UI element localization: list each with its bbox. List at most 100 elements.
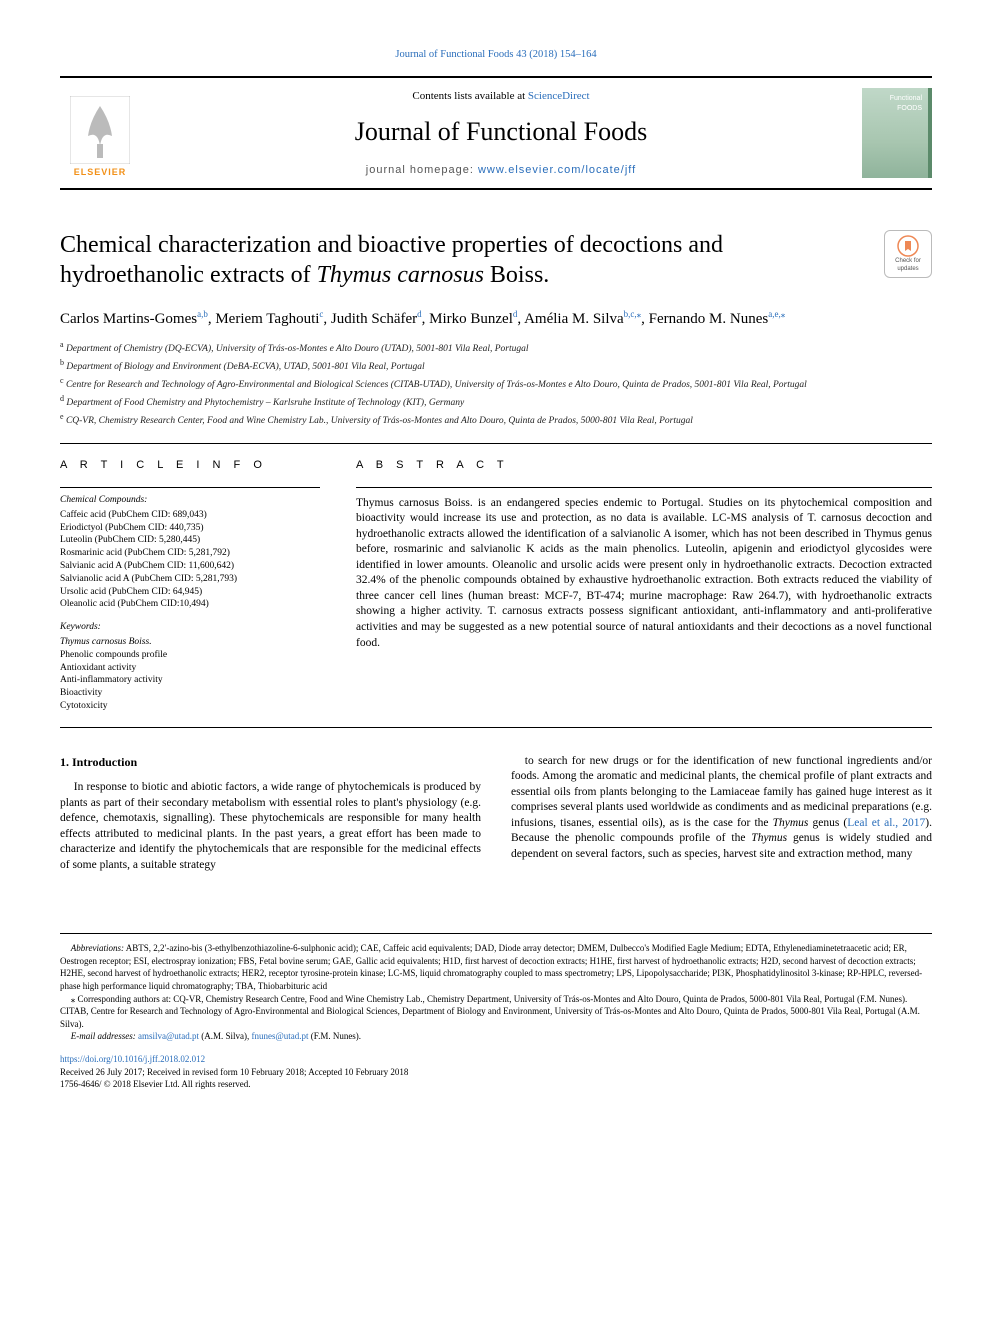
kw-0: Thymus carnosus Boiss. bbox=[60, 636, 320, 649]
copyright-line: 1756-4646/ © 2018 Elsevier Ltd. All righ… bbox=[60, 1078, 932, 1091]
check-updates-label: Check for updates bbox=[885, 257, 931, 273]
author-3: Mirko Bunzel bbox=[429, 311, 513, 327]
article-info-column: A R T I C L E I N F O Chemical Compounds… bbox=[60, 458, 320, 713]
ref-leal-2017[interactable]: Leal et al., 2017 bbox=[847, 817, 925, 829]
journal-name: Journal of Functional Foods bbox=[160, 114, 842, 149]
abbrev-label: Abbreviations: bbox=[71, 943, 124, 953]
intro-para-1: In response to biotic and abiotic factor… bbox=[60, 780, 481, 873]
email-2-who: (F.M. Nunes). bbox=[309, 1031, 362, 1041]
abstract-heading: A B S T R A C T bbox=[356, 458, 932, 473]
elsevier-brand-text: ELSEVIER bbox=[74, 166, 127, 178]
chem-6: Ursolic acid (PubChem CID: 64,945) bbox=[60, 586, 320, 599]
affil-a-text: Department of Chemistry (DQ-ECVA), Unive… bbox=[66, 345, 529, 355]
affil-e: e CQ-VR, Chemistry Research Center, Food… bbox=[60, 411, 932, 429]
masthead: ELSEVIER Contents lists available at Sci… bbox=[60, 76, 932, 190]
doi-block: https://doi.org/10.1016/j.jff.2018.02.01… bbox=[60, 1053, 932, 1091]
kw-3: Anti-inflammatory activity bbox=[60, 674, 320, 687]
author-3-sup: d bbox=[513, 309, 518, 319]
abstract-column: A B S T R A C T Thymus carnosus Boiss. i… bbox=[356, 458, 932, 713]
author-4: Amélia M. Silva bbox=[524, 311, 624, 327]
affil-d: d Department of Food Chemistry and Phyto… bbox=[60, 393, 932, 411]
rule-below-abstract bbox=[60, 727, 932, 728]
keywords-heading: Keywords: bbox=[60, 621, 320, 634]
chem-7: Oleanolic acid (PubChem CID:10,494) bbox=[60, 598, 320, 611]
affil-b-sup: b bbox=[60, 358, 64, 367]
author-0-sup: a,b bbox=[197, 309, 208, 319]
affiliations: a Department of Chemistry (DQ-ECVA), Uni… bbox=[60, 339, 932, 429]
author-0: Carlos Martins-Gomes bbox=[60, 311, 197, 327]
intro-p2-ital2: Thymus bbox=[751, 832, 787, 844]
intro-para-2: to search for new drugs or for the ident… bbox=[511, 754, 932, 863]
author-5-sup: a,e,⁎ bbox=[768, 309, 785, 319]
corr-text: Corresponding authors at: CQ-VR, Chemist… bbox=[60, 994, 920, 1029]
rule-above-abstract bbox=[60, 443, 932, 444]
author-5: Fernando M. Nunes bbox=[649, 311, 769, 327]
affil-a-sup: a bbox=[60, 340, 64, 349]
affil-c-text: Centre for Research and Technology of Ag… bbox=[66, 380, 807, 390]
affil-e-text: CQ-VR, Chemistry Research Center, Food a… bbox=[66, 416, 693, 426]
check-for-updates-badge[interactable]: Check for updates bbox=[884, 230, 932, 278]
footer-block: Abbreviations: ABTS, 2,2′-azino-bis (3-e… bbox=[60, 933, 932, 1043]
author-4-sup: b,c,⁎ bbox=[624, 309, 642, 319]
kw-5: Cytotoxicity bbox=[60, 700, 320, 713]
affil-c: c Centre for Research and Technology of … bbox=[60, 375, 932, 393]
homepage-line: journal homepage: www.elsevier.com/locat… bbox=[160, 163, 842, 178]
cover-caption-bottom: FOODS bbox=[897, 105, 922, 112]
chem-5: Salvianolic acid A (PubChem CID: 5,281,7… bbox=[60, 573, 320, 586]
chem-2: Luteolin (PubChem CID: 5,280,445) bbox=[60, 534, 320, 547]
homepage-prefix: journal homepage: bbox=[366, 164, 478, 176]
contents-prefix: Contents lists available at bbox=[412, 90, 527, 102]
intro-p2-b: genus ( bbox=[808, 817, 847, 829]
affil-b-text: Department of Biology and Environment (D… bbox=[66, 363, 424, 373]
masthead-center: Contents lists available at ScienceDirec… bbox=[160, 89, 842, 178]
author-2: Judith Schäfer bbox=[331, 311, 417, 327]
chemical-compounds-list: Caffeic acid (PubChem CID: 689,043) Erio… bbox=[60, 509, 320, 612]
homepage-link[interactable]: www.elsevier.com/locate/jff bbox=[478, 164, 636, 176]
chem-0: Caffeic acid (PubChem CID: 689,043) bbox=[60, 509, 320, 522]
rule-abstract bbox=[356, 487, 932, 488]
email-2-link[interactable]: fnunes@utad.pt bbox=[252, 1031, 309, 1041]
abstract-text: Thymus carnosus Boiss. is an endangered … bbox=[356, 496, 932, 651]
journal-cover-thumb: Functional FOODS bbox=[862, 88, 932, 178]
sciencedirect-link[interactable]: ScienceDirect bbox=[528, 90, 590, 102]
author-2-sup: d bbox=[417, 309, 422, 319]
kw-4: Bioactivity bbox=[60, 687, 320, 700]
article-title: Chemical characterization and bioactive … bbox=[60, 230, 868, 290]
chem-3: Rosmarinic acid (PubChem CID: 5,281,792) bbox=[60, 547, 320, 560]
citation-line: Journal of Functional Foods 43 (2018) 15… bbox=[60, 48, 932, 62]
elsevier-tree-icon bbox=[70, 96, 130, 164]
history-line: Received 26 July 2017; Received in revis… bbox=[60, 1066, 932, 1079]
affil-e-sup: e bbox=[60, 412, 64, 421]
email-1-who: (A.M. Silva), bbox=[199, 1031, 252, 1041]
keywords-list: Thymus carnosus Boiss. Phenolic compound… bbox=[60, 636, 320, 713]
cover-caption-top: Functional bbox=[890, 95, 922, 102]
email-1-link[interactable]: amsilva@utad.pt bbox=[138, 1031, 199, 1041]
chemical-compounds-heading: Chemical Compounds: bbox=[60, 494, 320, 507]
contents-available-line: Contents lists available at ScienceDirec… bbox=[160, 89, 842, 104]
chem-1: Eriodictyol (PubChem CID: 440,735) bbox=[60, 522, 320, 535]
email-addresses: E-mail addresses: amsilva@utad.pt (A.M. … bbox=[60, 1030, 932, 1043]
intro-p2-ital: Thymus bbox=[773, 817, 809, 829]
doi-link[interactable]: https://doi.org/10.1016/j.jff.2018.02.01… bbox=[60, 1054, 205, 1064]
abbreviations: Abbreviations: ABTS, 2,2′-azino-bis (3-e… bbox=[60, 942, 932, 992]
title-italic: Thymus carnosus bbox=[317, 262, 484, 288]
affil-a: a Department of Chemistry (DQ-ECVA), Uni… bbox=[60, 339, 932, 357]
affil-c-sup: c bbox=[60, 376, 64, 385]
affil-b: b Department of Biology and Environment … bbox=[60, 357, 932, 375]
corresponding-authors: ⁎ Corresponding authors at: CQ-VR, Chemi… bbox=[60, 993, 932, 1031]
rule-info bbox=[60, 487, 320, 488]
affil-d-text: Department of Food Chemistry and Phytoch… bbox=[66, 398, 464, 408]
authors-line: Carlos Martins-Gomesa,b, Meriem Taghouti… bbox=[60, 308, 932, 329]
intro-heading: 1. Introduction bbox=[60, 754, 481, 770]
title-part2: Boiss. bbox=[484, 262, 549, 288]
chem-4: Salvianic acid A (PubChem CID: 11,600,64… bbox=[60, 560, 320, 573]
abbrev-text: ABTS, 2,2′-azino-bis (3-ethylbenzothiazo… bbox=[60, 943, 922, 991]
body-two-column: 1. Introduction In response to biotic an… bbox=[60, 754, 932, 873]
kw-1: Phenolic compounds profile bbox=[60, 649, 320, 662]
author-1: Meriem Taghouti bbox=[215, 311, 319, 327]
kw-2: Antioxidant activity bbox=[60, 662, 320, 675]
bookmark-icon bbox=[897, 235, 919, 257]
citation-link[interactable]: Journal of Functional Foods 43 (2018) 15… bbox=[395, 49, 596, 60]
elsevier-logo: ELSEVIER bbox=[60, 88, 140, 178]
affil-d-sup: d bbox=[60, 394, 64, 403]
